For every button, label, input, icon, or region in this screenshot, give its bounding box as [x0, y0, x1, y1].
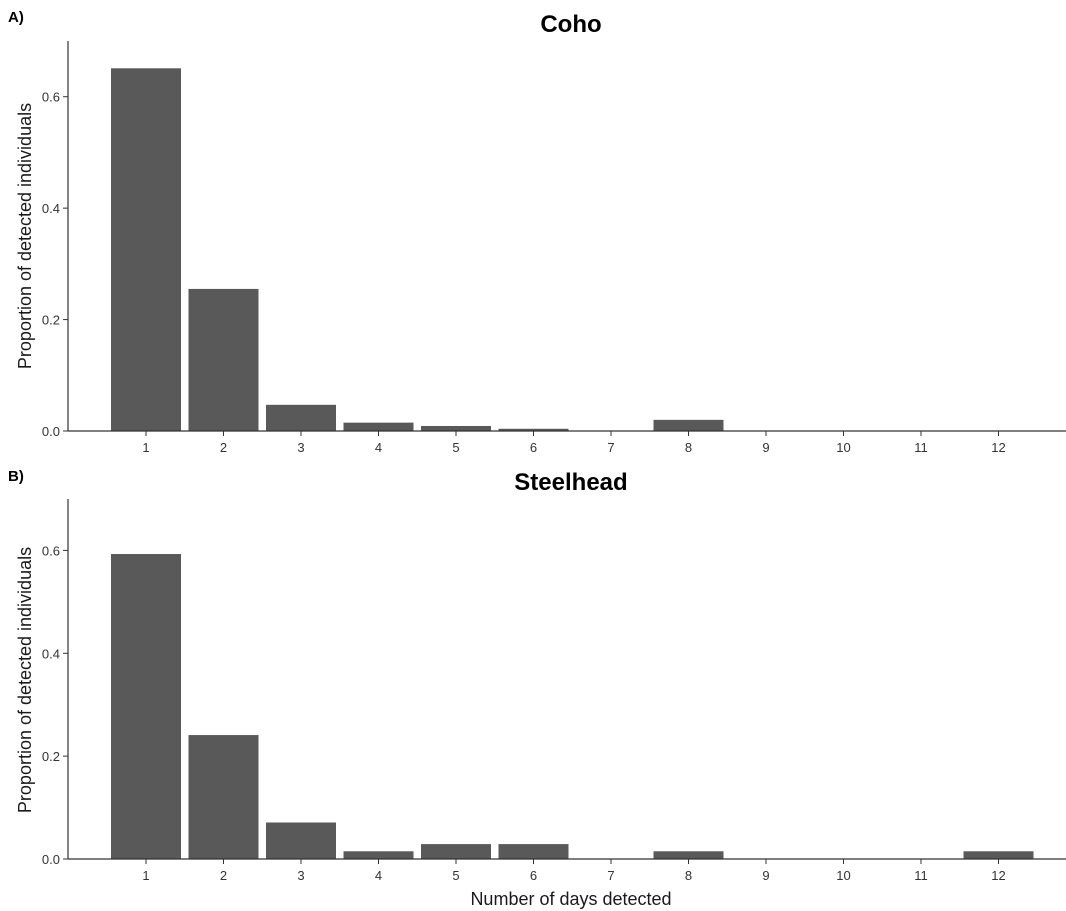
- bar-2: [188, 735, 259, 859]
- y-axis-label: Proportion of detected individuals: [15, 547, 35, 813]
- chart-title: Steelhead: [514, 469, 627, 496]
- x-tick-label: 4: [375, 868, 382, 883]
- x-tick-label: 3: [297, 868, 304, 883]
- y-tick-label: 0.4: [42, 201, 60, 216]
- y-tick-label: 0.2: [42, 313, 60, 328]
- x-tick-label: 1: [142, 868, 149, 883]
- x-tick-label: 7: [607, 868, 614, 883]
- x-axis-label: Number of days detected: [470, 889, 671, 909]
- panel-steelhead: B) Steelhead Proportion of detected indi…: [8, 468, 1066, 909]
- x-tick-label: 8: [685, 868, 692, 883]
- bar-8: [653, 419, 724, 431]
- x-tick-label: 8: [685, 440, 692, 455]
- x-tick-label: 6: [530, 440, 537, 455]
- bar-4: [343, 851, 414, 859]
- y-ticks: 0.0 0.2 0.4 0.6: [42, 90, 68, 439]
- y-tick-label: 0.4: [42, 646, 60, 661]
- y-tick-label: 0.0: [42, 424, 60, 439]
- bar-4: [343, 422, 414, 431]
- chart-title: Coho: [540, 11, 601, 38]
- bar-6: [498, 428, 569, 431]
- bar-5: [421, 844, 491, 859]
- x-tick-label: 10: [836, 440, 850, 455]
- bar-2: [188, 288, 259, 431]
- bar-6: [498, 844, 569, 859]
- bars: [111, 68, 724, 432]
- panel-coho: A) Coho Proportion of detected individua…: [8, 9, 1066, 455]
- y-ticks: 0.0 0.2 0.4 0.6: [42, 543, 68, 867]
- bar-12: [963, 851, 1034, 859]
- x-tick-label: 12: [991, 440, 1005, 455]
- bars: [111, 554, 1034, 859]
- x-tick-label: 5: [452, 868, 459, 883]
- y-tick-label: 0.0: [42, 852, 60, 867]
- x-tick-label: 12: [991, 868, 1005, 883]
- bar-3: [266, 404, 336, 431]
- x-ticks: 1 2 3 4 5 6 7 8 9 10 11 12: [142, 431, 1006, 455]
- panel-label: B): [8, 468, 24, 485]
- x-tick-label: 9: [762, 440, 769, 455]
- x-tick-label: 10: [836, 868, 850, 883]
- y-tick-label: 0.2: [42, 749, 60, 764]
- x-tick-label: 9: [762, 868, 769, 883]
- bar-3: [266, 822, 336, 859]
- x-tick-label: 7: [607, 440, 614, 455]
- x-tick-label: 11: [914, 440, 928, 455]
- bar-1: [111, 554, 181, 859]
- x-tick-label: 6: [530, 868, 537, 883]
- bar-1: [111, 68, 181, 432]
- x-tick-label: 11: [914, 868, 928, 883]
- x-tick-label: 5: [452, 440, 459, 455]
- x-tick-label: 3: [297, 440, 304, 455]
- x-tick-label: 4: [375, 440, 382, 455]
- y-axis-label: Proportion of detected individuals: [15, 103, 35, 369]
- bar-8: [653, 851, 724, 859]
- x-ticks: 1 2 3 4 5 6 7 8 9 10 11 12: [142, 859, 1006, 883]
- bar-5: [421, 425, 491, 431]
- x-tick-label: 2: [220, 440, 227, 455]
- x-tick-label: 1: [142, 440, 149, 455]
- panel-label: A): [8, 9, 24, 26]
- x-tick-label: 2: [220, 868, 227, 883]
- y-tick-label: 0.6: [42, 90, 60, 105]
- y-tick-label: 0.6: [42, 543, 60, 558]
